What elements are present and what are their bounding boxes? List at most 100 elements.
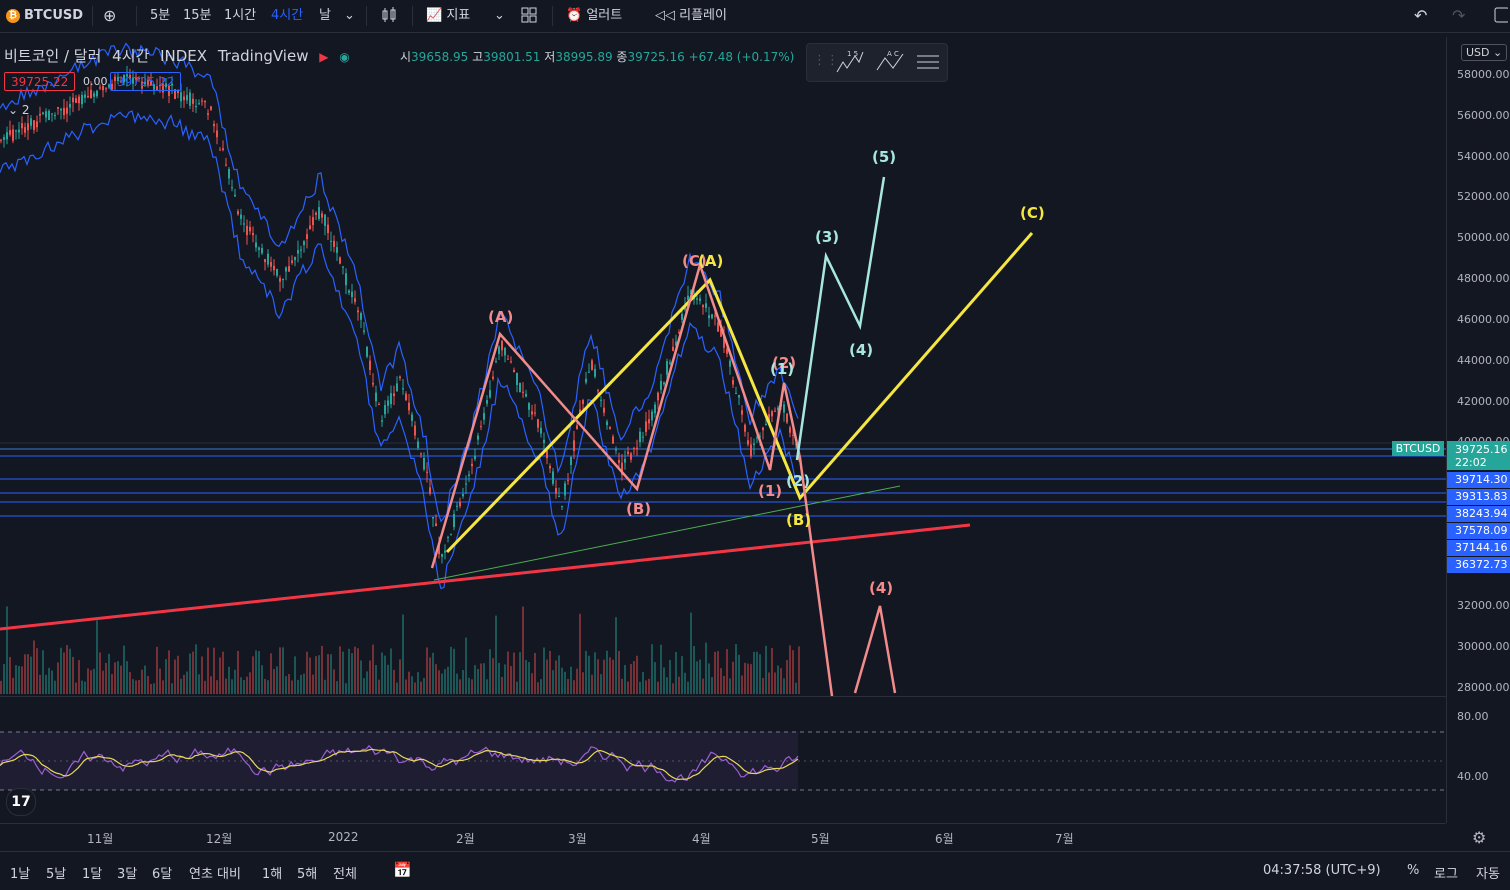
candle-body (282, 278, 284, 280)
volume-bar (429, 657, 431, 694)
candle-body (477, 435, 479, 440)
range-1d[interactable]: 1날 (10, 867, 31, 882)
tv-flag-icon: ▶ (319, 50, 329, 64)
candle-body (672, 346, 674, 351)
level-tag: 37144.16 (1447, 540, 1510, 556)
candle-body (78, 96, 80, 104)
volume-bar (723, 676, 725, 694)
symbol-search[interactable]: ₿ BTCUSD (6, 6, 83, 26)
range-6m[interactable]: 6달 (152, 867, 173, 882)
range-1m[interactable]: 1달 (82, 867, 103, 882)
indicators-collapse[interactable]: ⌄ 2 (8, 103, 30, 117)
settings-lines-icon[interactable] (915, 52, 941, 74)
alert-button[interactable]: ⏰ 얼러트 (566, 6, 622, 26)
replay-button[interactable]: ◁◁ 리플레이 (655, 6, 727, 26)
candle-body (99, 87, 101, 89)
price-label: 30000.00 (1457, 640, 1510, 653)
layout-grid-icon[interactable] (520, 6, 538, 26)
volume-bar (600, 674, 602, 694)
impulse-wave-icon[interactable]: 1 5 (835, 48, 865, 76)
volume-bar (30, 656, 32, 694)
candle-body (351, 291, 353, 298)
candle-body (273, 265, 275, 271)
candle-body (24, 127, 26, 133)
candle-body (489, 390, 491, 398)
interval-1d[interactable]: 날 (319, 8, 331, 23)
correction-wave-icon[interactable]: A C (875, 48, 905, 76)
volume-bar (753, 651, 755, 694)
candle-body (180, 92, 182, 102)
volume-bar (54, 680, 56, 694)
add-symbol-icon[interactable]: ⊕ (103, 6, 117, 25)
close-key: 종 (616, 50, 628, 64)
volume-bar (195, 644, 197, 694)
candle-body (12, 129, 14, 141)
fullscreen-icon[interactable] (1494, 6, 1510, 26)
percent-scale-toggle[interactable]: % (1407, 863, 1420, 878)
candle-body (69, 103, 71, 108)
pane-separator[interactable] (0, 696, 1446, 697)
volume-bar (69, 648, 71, 694)
chevron-down-icon[interactable]: ⌄ (494, 8, 505, 23)
candle-body (267, 253, 269, 265)
settings-gear-icon[interactable]: ⚙ (1472, 828, 1487, 847)
auto-scale-toggle[interactable]: 자동 (1476, 867, 1500, 882)
candle-body (216, 130, 218, 138)
volume-bar (525, 659, 527, 694)
candle-body (210, 106, 212, 110)
interval-5m[interactable]: 5분 (150, 8, 171, 23)
chevron-down-icon[interactable]: ⌄ (344, 8, 355, 23)
volume-bar (561, 667, 563, 694)
candle-body (534, 412, 536, 414)
volume-bar (435, 664, 437, 694)
candle-body (189, 92, 191, 106)
volume-bar (39, 674, 41, 694)
interval-4h[interactable]: 4시간 (271, 8, 304, 23)
buy-button[interactable]: 39725.22 (110, 72, 182, 91)
volume-bar (411, 676, 413, 694)
volume-bar (198, 674, 200, 694)
log-scale-toggle[interactable]: 로그 (1434, 867, 1458, 882)
goto-date-icon[interactable]: 📅 (393, 861, 412, 879)
volume-bar (762, 678, 764, 694)
tradingview-logo-icon[interactable]: 17 (6, 788, 36, 816)
candle-style-icon[interactable] (380, 6, 398, 26)
volume-bar (183, 674, 185, 694)
volume-bar (480, 663, 482, 694)
redo-icon[interactable]: ↷ (1452, 6, 1466, 25)
price-label: 28000.00 (1457, 681, 1510, 694)
time-axis[interactable]: 11월 12월 2022 2월 3월 4월 5월 6월 7월 (0, 823, 1446, 850)
volume-bar (318, 655, 320, 694)
candle-body (354, 298, 356, 302)
candle-body (735, 393, 737, 395)
price-axis[interactable]: USD ⌄ 58000.00 56000.00 54000.00 52000.0… (1446, 37, 1510, 823)
range-ytd[interactable]: 연초 대비 (189, 867, 241, 882)
rsi-ma-line (0, 748, 799, 781)
indicators-button[interactable]: 📈 지표 (426, 6, 470, 26)
candle-body (174, 89, 176, 99)
sell-button[interactable]: 39725.22 (4, 72, 76, 91)
price-label: 32000.00 (1457, 599, 1510, 612)
range-5y[interactable]: 5해 (297, 867, 318, 882)
volume-bar (591, 674, 593, 694)
candle-body (465, 483, 467, 485)
currency-selector[interactable]: USD ⌄ (1461, 44, 1508, 61)
drag-handle-icon[interactable]: ⋮⋮ (813, 53, 839, 68)
low-key: 저 (544, 50, 556, 64)
range-5d[interactable]: 5날 (46, 867, 67, 882)
level-tag: 38243.94 (1447, 506, 1510, 522)
range-1y[interactable]: 1해 (262, 867, 283, 882)
candle-body (789, 427, 791, 433)
clock[interactable]: 04:37:58 (UTC+9) (1263, 863, 1381, 878)
interval-15m[interactable]: 15분 (183, 8, 212, 23)
symbol-name: BTCUSD (24, 8, 84, 23)
range-all[interactable]: 전체 (333, 867, 357, 882)
candle-body (162, 83, 164, 93)
interval-1h[interactable]: 1시간 (224, 8, 257, 23)
price-chart[interactable]: (A) (B) (C) (A) (B) (C) (1) (2) (4) (1) … (0, 37, 1446, 823)
level-tag: 39714.30 (1447, 472, 1510, 488)
candle-body (450, 534, 452, 536)
undo-icon[interactable]: ↶ (1414, 6, 1428, 25)
range-3m[interactable]: 3달 (117, 867, 138, 882)
volume-bar (714, 651, 716, 694)
